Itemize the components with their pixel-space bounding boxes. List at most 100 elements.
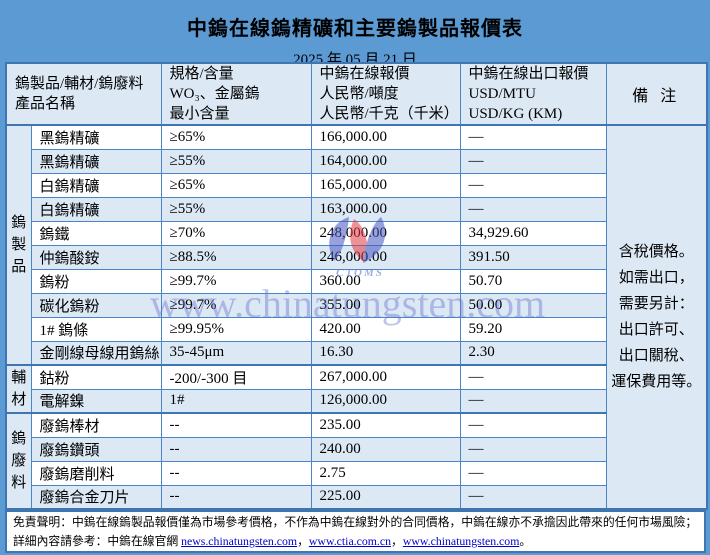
table-row: 仲鎢酸銨 ≥88.5% 246,000.00 391.50	[6, 244, 707, 270]
table-row: 鎢粉 ≥99.7% 360.00 50.70	[6, 268, 707, 294]
cell-name: 碳化鎢粉	[30, 292, 162, 318]
cell-name: 鎢鐵	[30, 220, 162, 246]
cell-name: 金剛線母線用鎢絲	[30, 340, 162, 366]
table-row: 碳化鎢粉 ≥99.7% 355.00 50.00	[6, 292, 707, 318]
cell-name: 廢鎢棒材	[30, 412, 162, 438]
header-line: 鎢製品/輔材/鎢廢料	[15, 76, 144, 92]
header-line: 最小含量	[169, 106, 230, 122]
cell-usd: 2.30	[459, 340, 607, 366]
cell-name: 黑鎢精礦	[30, 148, 162, 174]
cell-cny: 16.30	[310, 340, 461, 366]
remark-cell: 含稅價格。 如需出口， 需要另計： 出口許可、 出口關稅、 運保費用等。	[605, 124, 708, 510]
cell-spec: 35-45μm	[160, 340, 312, 366]
cell-usd: —	[459, 364, 607, 390]
cell-cny: 240.00	[310, 436, 461, 462]
table-row: 鎢製品黑鎢精礦 ≥65% 166,000.00— 含稅價格。 如需出口， 需要另計： 出口許…	[5, 124, 708, 510]
footer-link[interactable]: www.ctia.com.cn	[308, 534, 392, 548]
table-row: 黑鎢精礦 ≥55% 164,000.00—	[6, 148, 707, 174]
table-row: 輔材鈷粉 -200/-300 目 267,000.00—	[5, 364, 707, 414]
cell-spec: ≥99.7%	[160, 292, 312, 318]
cell-name: 1# 鎢條	[30, 316, 162, 342]
cell-usd: 50.00	[459, 292, 607, 318]
group-label: 鎢製品	[5, 124, 32, 366]
cell-name: 仲鎢酸銨	[30, 244, 162, 270]
table-row: 白鎢精礦 ≥65% 165,000.00—	[6, 172, 707, 198]
cell-spec: ≥99.95%	[160, 316, 312, 342]
cell-cny: 360.00	[310, 268, 461, 294]
remark-line: 運保費用等。	[611, 374, 702, 390]
cell-name: 廢鎢磨削料	[30, 460, 162, 486]
cell-spec: ≥55%	[160, 196, 312, 222]
cell-name: 廢鎢鑽頭	[30, 436, 162, 462]
disclaimer-line2: 詳細內容請參考：中鎢在線官網 news.chinatungsten.com，ww…	[13, 532, 698, 551]
table-row: 電解鎳 1# 126,000.00—	[6, 388, 707, 414]
cell-cny: 166,000.00	[310, 124, 461, 150]
remark-line: 含稅價格。	[618, 244, 694, 260]
cell-usd: —	[459, 148, 607, 174]
footer-link[interactable]: www.chinatungsten.com	[402, 534, 520, 548]
cell-cny: 165,000.00	[310, 172, 461, 198]
header-line: 人民幣/噸度	[319, 86, 399, 102]
cell-spec: -200/-300 目	[160, 364, 312, 390]
cell-spec: --	[160, 412, 312, 438]
header-row: 鎢製品/輔材/鎢廢料 產品名稱 規格/含量 WO₃、金屬鎢 最小含量 中鎢在線報價 人民幣/…	[5, 62, 708, 126]
cell-name: 白鎢精礦	[30, 196, 162, 222]
cell-usd: 50.70	[459, 268, 607, 294]
footer-link[interactable]: news.chinatungsten.com	[181, 534, 298, 548]
header-product: 鎢製品/輔材/鎢廢料 產品名稱	[5, 62, 162, 126]
price-table: 鎢製品/輔材/鎢廢料 產品名稱 規格/含量 WO₃、金屬鎢 最小含量 中鎢在線報價 人民幣/…	[5, 62, 708, 510]
disclaimer-line2-prefix: 詳細內容請參考：中鎢在線官網	[13, 534, 182, 548]
header-line: 規格/含量	[169, 66, 234, 82]
header-line: USD/MTU	[468, 86, 537, 102]
cell-usd: —	[459, 124, 607, 150]
table-row: 鎢鐵 ≥70% 248,000.00 34,929.60	[6, 220, 707, 246]
disclaimer-line1: 免責聲明：中鎢在線鎢製品報價僅為市場參考價格，不作為中鎢在線對外的合同價格，中鎢…	[13, 515, 698, 529]
cell-spec: --	[160, 460, 312, 486]
remark-line: 需要另計：	[618, 296, 694, 312]
cell-name: 電解鎳	[30, 388, 162, 414]
cell-cny: 267,000.00	[310, 364, 461, 390]
cell-usd: —	[459, 196, 607, 222]
cell-cny: 355.00	[310, 292, 461, 318]
cell-name: 鎢粉	[30, 268, 162, 294]
header-line: WO₃、金屬鎢	[169, 86, 260, 102]
cell-spec: ≥65%	[160, 124, 312, 150]
cell-name: 黑鎢精礦	[30, 124, 162, 150]
remark-line: 如需出口，	[618, 270, 694, 286]
cell-usd: —	[459, 460, 607, 486]
disclaimer: 免責聲明：中鎢在線鎢製品報價僅為市場參考價格，不作為中鎢在線對外的合同價格，中鎢…	[5, 510, 706, 553]
cell-spec: ≥55%	[160, 148, 312, 174]
cell-cny: 248,000.00	[310, 220, 461, 246]
header-line: 產品名稱	[15, 96, 76, 112]
cell-cny: 126,000.00	[310, 388, 461, 414]
header-remark: 備 注	[605, 62, 708, 126]
table-row: 1# 鎢條 ≥99.95% 420.00 59.20	[6, 316, 707, 342]
cell-usd: —	[459, 172, 607, 198]
cell-usd: —	[459, 484, 607, 510]
cell-usd: —	[459, 436, 607, 462]
header-line: 中鎢在線出口報價	[468, 66, 589, 82]
group-label: 鎢廢料	[5, 412, 32, 510]
cell-name: 廢鎢合金刀片	[30, 484, 162, 510]
cell-cny: 420.00	[310, 316, 461, 342]
header-spec: 規格/含量 WO₃、金屬鎢 最小含量	[160, 62, 312, 126]
cell-usd: —	[459, 388, 607, 414]
cell-usd: 391.50	[459, 244, 607, 270]
cell-spec: --	[160, 484, 312, 510]
cell-cny: 225.00	[310, 484, 461, 510]
table-row: 白鎢精礦 ≥55% 163,000.00—	[6, 196, 707, 222]
cell-usd: 34,929.60	[459, 220, 607, 246]
cell-cny: 246,000.00	[310, 244, 461, 270]
cell-spec: --	[160, 436, 312, 462]
table-row: 廢鎢磨削料 -- 2.75—	[6, 460, 707, 486]
table-row: 金剛線母線用鎢絲 35-45μm 16.30 2.30	[6, 340, 707, 366]
cell-name: 白鎢精礦	[30, 172, 162, 198]
cell-usd: 59.20	[459, 316, 607, 342]
cell-name: 鈷粉	[30, 364, 162, 390]
header-line: 人民幣/千克（千米）	[319, 106, 459, 122]
header-cny: 中鎢在線報價 人民幣/噸度 人民幣/千克（千米）	[310, 62, 461, 126]
header-usd: 中鎢在線出口報價 USD/MTU USD/KG (KM)	[459, 62, 607, 126]
cell-cny: 235.00	[310, 412, 461, 438]
cell-spec: ≥88.5%	[160, 244, 312, 270]
